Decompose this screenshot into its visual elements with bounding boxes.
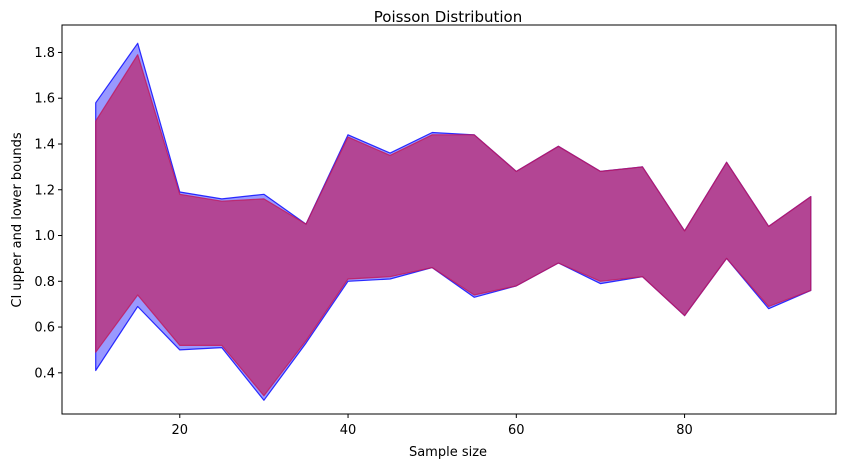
y-axis-label: CI upper and lower bounds [10,132,25,307]
y-tick-label: 1.4 [34,137,55,152]
ci-band-2 [95,54,812,397]
y-tick-label: 0.8 [34,275,55,290]
y-tick-label: 1.8 [34,46,55,61]
y-tick-label: 1.2 [34,183,55,198]
x-tick-label: 80 [676,423,693,438]
y-tick-label: 0.6 [34,321,55,336]
y-tick-label: 1.0 [34,229,55,244]
x-axis-label: Sample size [409,445,487,460]
y-tick-label: 0.4 [34,366,55,381]
plot-frame [61,24,837,415]
chart-title: Poisson Distribution [374,8,522,26]
plot-area [95,42,812,401]
y-tick-label: 1.6 [34,92,55,107]
x-tick-label: 40 [340,423,357,438]
x-tick-label: 60 [508,423,525,438]
x-axis: 20 40 60 80 [172,414,693,438]
x-tick-label: 20 [172,423,189,438]
y-axis: 0.4 0.6 0.8 1.0 1.2 1.4 1.6 1.8 [34,46,62,381]
